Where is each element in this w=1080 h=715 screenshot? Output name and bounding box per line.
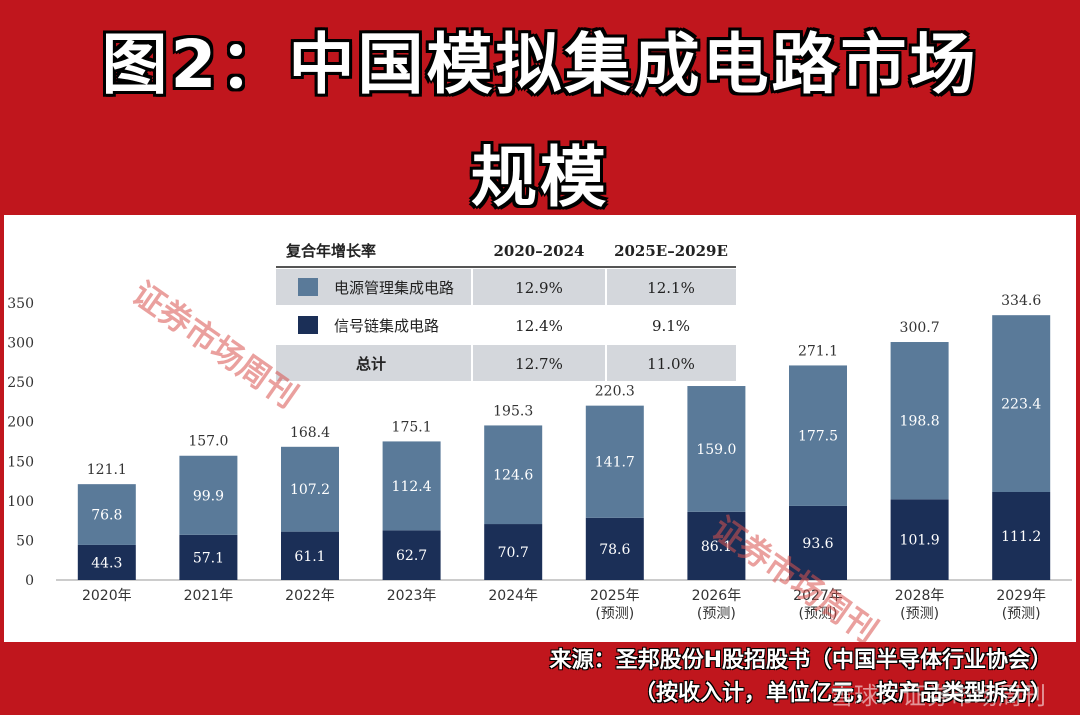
title-line-1: 图2：中国模拟集成电路市场 xyxy=(101,26,979,103)
data-label-power-management: 107.2 xyxy=(290,482,330,498)
x-tick-label: 2025年 xyxy=(590,588,640,604)
bar-power-management xyxy=(281,446,339,532)
bar-signal-chain xyxy=(789,505,847,580)
data-label-total: 271.1 xyxy=(798,343,838,359)
data-label-total: 168.4 xyxy=(290,425,330,441)
data-label-signal-chain: 57.1 xyxy=(193,550,224,566)
bar-power-management xyxy=(789,365,847,506)
legend-swatch xyxy=(298,316,318,334)
x-tick-label: (预测) xyxy=(595,606,634,622)
unit-note: （按收入计，单位亿元，按产品类型拆分） xyxy=(633,681,1052,706)
x-tick-label: 2026年 xyxy=(692,588,742,604)
data-label-signal-chain: 111.2 xyxy=(1001,529,1041,545)
data-label-total: 157.0 xyxy=(188,434,228,450)
source-text: 来源：圣邦股份H股招股书（中国半导体行业协会） xyxy=(549,648,1052,673)
x-tick-label: 2027年 xyxy=(793,588,843,604)
legend-label: 电源管理集成电路 xyxy=(334,279,454,297)
bar-signal-chain xyxy=(992,491,1051,580)
bar-power-management xyxy=(890,342,949,500)
cagr-value-2020-2024: 12.9% xyxy=(515,279,563,297)
x-tick-label: 2023年 xyxy=(387,588,437,604)
bar-signal-chain xyxy=(77,544,136,580)
xueqiu-logo: 雪球：证券市场周刊 xyxy=(830,682,1046,710)
x-tick-label: 2021年 xyxy=(184,588,234,604)
bar-power-management xyxy=(585,405,644,518)
data-label-power-management: 76.8 xyxy=(91,508,122,524)
bar-signal-chain xyxy=(890,499,949,580)
bar-chart: 0 50 100 150 200 250 300 350 44.3 76.8 121.1 2020年 5… xyxy=(7,233,1072,622)
cagr-table-row-bg xyxy=(276,269,736,305)
legend-label: 信号链集成电路 xyxy=(334,317,439,335)
data-label-signal-chain: 61.1 xyxy=(294,549,325,565)
y-tick-label: 0 xyxy=(25,573,34,589)
data-label-signal-chain: 86.1 xyxy=(701,539,732,555)
bar-power-management xyxy=(382,441,441,531)
y-tick-label: 200 xyxy=(7,415,34,431)
bar-signal-chain xyxy=(687,511,746,580)
cagr-table-header-bg xyxy=(276,233,736,267)
bar-power-management xyxy=(687,386,746,512)
data-label-total: 121.1 xyxy=(87,462,127,478)
data-label-signal-chain: 70.7 xyxy=(498,545,529,561)
cagr-value-2025-2029: 11.0% xyxy=(647,355,695,373)
y-tick-label: 300 xyxy=(7,336,34,352)
data-label-signal-chain: 62.7 xyxy=(396,548,427,564)
footer: 来源：圣邦股份H股招股书（中国半导体行业协会） （按收入计，单位亿元，按产品类型… xyxy=(0,642,1080,715)
x-tick-label: 2020年 xyxy=(82,588,132,604)
data-label-power-management: 177.5 xyxy=(798,429,838,445)
bar-signal-chain xyxy=(585,517,644,580)
data-label-power-management: 223.4 xyxy=(1001,397,1041,413)
bar-signal-chain xyxy=(179,534,238,580)
cagr-table-header: 复合年增长率 xyxy=(285,242,376,260)
cagr-table-row-bg xyxy=(276,307,736,343)
data-label-power-management: 159.0 xyxy=(696,442,736,458)
cagr-value-2020-2024: 12.7% xyxy=(515,355,563,373)
data-label-signal-chain: 44.3 xyxy=(91,555,122,571)
title-line-2: 规模 xyxy=(471,139,609,216)
data-label-signal-chain: 101.9 xyxy=(900,533,940,549)
x-tick-label: 2028年 xyxy=(895,588,945,604)
data-label-signal-chain: 78.6 xyxy=(599,542,630,558)
x-tick-label: (预测) xyxy=(1002,606,1041,622)
y-tick-label: 150 xyxy=(7,454,34,470)
data-label-power-management: 99.9 xyxy=(193,488,224,504)
data-label-total: 195.3 xyxy=(493,403,533,419)
data-label-total: 334.6 xyxy=(1001,293,1041,309)
cagr-table-row-bg xyxy=(276,345,736,381)
data-label-total: 175.1 xyxy=(392,419,432,435)
cagr-table-header: 2020–2024 xyxy=(494,242,585,260)
data-label-power-management: 112.4 xyxy=(392,479,432,495)
cagr-value-2025-2029: 9.1% xyxy=(652,317,690,335)
y-tick-label: 250 xyxy=(7,375,34,391)
bar-power-management xyxy=(179,455,238,535)
bar-signal-chain xyxy=(484,524,543,580)
y-tick-label: 350 xyxy=(7,296,34,312)
cagr-value-2025-2029: 12.1% xyxy=(647,279,695,297)
bar-signal-chain xyxy=(382,530,441,580)
legend-swatch xyxy=(298,278,318,296)
x-tick-label: (预测) xyxy=(697,606,736,622)
chart-panel: 0 50 100 150 200 250 300 350 44.3 76.8 121.1 2020年 5… xyxy=(4,215,1076,642)
cagr-value-2020-2024: 12.4% xyxy=(515,317,563,335)
bar-power-management xyxy=(992,315,1051,492)
x-tick-label: 2022年 xyxy=(285,588,335,604)
x-tick-label: 2029年 xyxy=(996,588,1046,604)
data-label-total: 220.3 xyxy=(595,384,635,400)
cagr-table-header: 2025E–2029E xyxy=(614,242,728,260)
data-label-signal-chain: 93.6 xyxy=(802,536,833,552)
x-tick-label: 2024年 xyxy=(488,588,538,604)
data-label-power-management: 198.8 xyxy=(900,414,940,430)
data-label-power-management: 141.7 xyxy=(595,455,635,471)
y-tick-label: 100 xyxy=(7,494,34,510)
title-banner: 图2：中国模拟集成电路市场 规模 xyxy=(0,0,1080,216)
y-tick-label: 50 xyxy=(16,533,34,549)
x-tick-label: (预测) xyxy=(799,606,838,622)
x-tick-label: (预测) xyxy=(900,606,939,622)
data-label-total: 300.7 xyxy=(900,320,940,336)
data-label-power-management: 124.6 xyxy=(493,468,533,484)
bar-power-management xyxy=(484,425,543,525)
bar-power-management xyxy=(77,484,136,545)
total-label: 总计 xyxy=(356,355,386,373)
bar-signal-chain xyxy=(281,531,339,580)
